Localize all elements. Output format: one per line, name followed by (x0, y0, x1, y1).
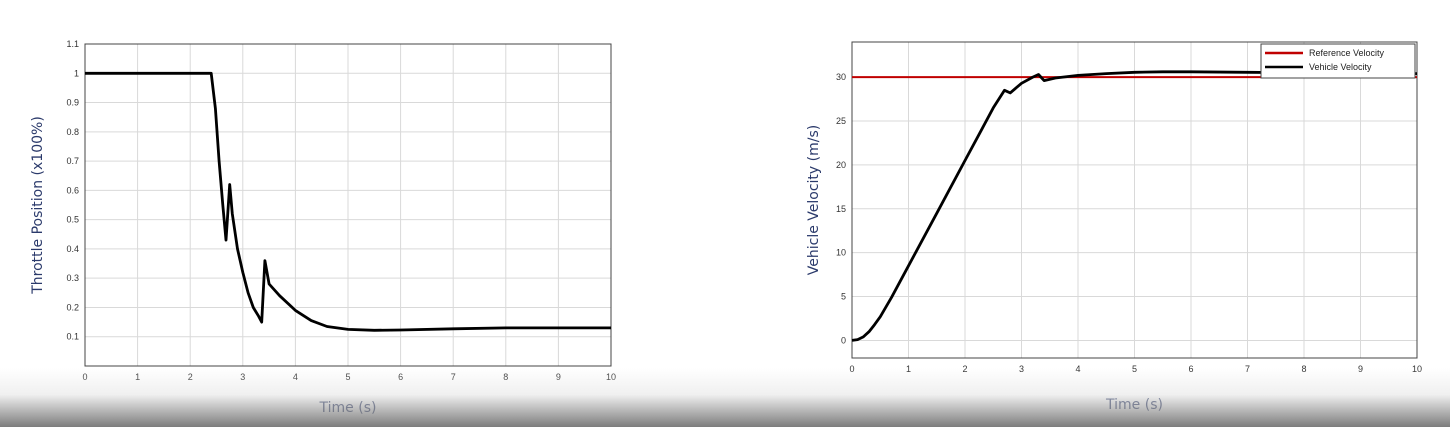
y-tick-label: 20 (836, 160, 846, 170)
y-tick-label: 1.1 (66, 39, 79, 49)
y-tick-label: 0 (841, 335, 846, 345)
y-axis-label: Vehicle Velocity (m/s) (806, 125, 822, 275)
legend-box (1260, 43, 1416, 79)
plot-frame (84, 43, 612, 367)
plot-frame (851, 41, 1418, 359)
x-tick-label: 6 (398, 372, 403, 382)
legend-label: Reference Velocity (1309, 48, 1385, 58)
y-tick-label: 5 (841, 292, 846, 302)
y-tick-label: 1 (74, 68, 79, 78)
x-tick-label: 3 (1019, 364, 1024, 374)
x-tick-label: 10 (1412, 364, 1422, 374)
vehicle-velocity-chart: 0 1 2 3 4 5 6 7 8 9 10 0 5 10 15 20 25 30 Time (s) Vehicle … (806, 41, 1422, 413)
x-tick-label: 5 (1132, 364, 1137, 374)
x-tick-label: 9 (556, 372, 561, 382)
x-tick-label: 2 (962, 364, 967, 374)
y-tick-label: 0.1 (66, 332, 79, 342)
series-line-1 (851, 70, 1418, 342)
y-tick-label: 0.4 (66, 244, 79, 254)
y-tick-label: 10 (836, 248, 846, 258)
x-tick-label: 8 (503, 372, 508, 382)
x-tick-label: 5 (345, 372, 350, 382)
x-tick-label: 10 (606, 372, 616, 382)
legend: Reference Velocity Vehicle Velocity (1260, 43, 1416, 79)
y-tick-label: 0.5 (66, 215, 79, 225)
y-tick-label: 15 (836, 204, 846, 214)
y-tick-label: 25 (836, 116, 846, 126)
x-tick-label: 0 (849, 364, 854, 374)
x-axis-label: Time (s) (319, 400, 377, 416)
x-tick-label: 0 (82, 372, 87, 382)
x-tick-label: 3 (240, 372, 245, 382)
x-tick-label: 1 (906, 364, 911, 374)
x-tick-label: 1 (135, 372, 140, 382)
y-tick-label: 0.3 (66, 273, 79, 283)
x-tick-label: 7 (1245, 364, 1250, 374)
x-tick-label: 4 (293, 372, 298, 382)
y-tick-label: 0.7 (66, 156, 79, 166)
y-tick-label: 0.6 (66, 185, 79, 195)
x-axis-label: Time (s) (1105, 397, 1163, 413)
y-tick-label: 0.2 (66, 302, 79, 312)
x-tick-label: 2 (188, 372, 193, 382)
y-axis-label: Throttle Position (x100%) (30, 116, 46, 295)
x-tick-label: 9 (1358, 364, 1363, 374)
throttle-position-chart: 0 1 2 3 4 5 6 7 8 9 10 0.1 0.2 0.3 0.4 0.5 0.6 0.7 0.8 0.9 1… (30, 39, 616, 416)
x-tick-label: 7 (451, 372, 456, 382)
y-tick-label: 0.9 (66, 98, 79, 108)
x-tick-label: 8 (1301, 364, 1306, 374)
series-line-0 (85, 71, 611, 332)
x-tick-label: 6 (1188, 364, 1193, 374)
y-tick-label: 0.8 (66, 127, 79, 137)
x-tick-label: 4 (1075, 364, 1080, 374)
legend-label: Vehicle Velocity (1309, 62, 1372, 72)
y-tick-label: 30 (836, 72, 846, 82)
